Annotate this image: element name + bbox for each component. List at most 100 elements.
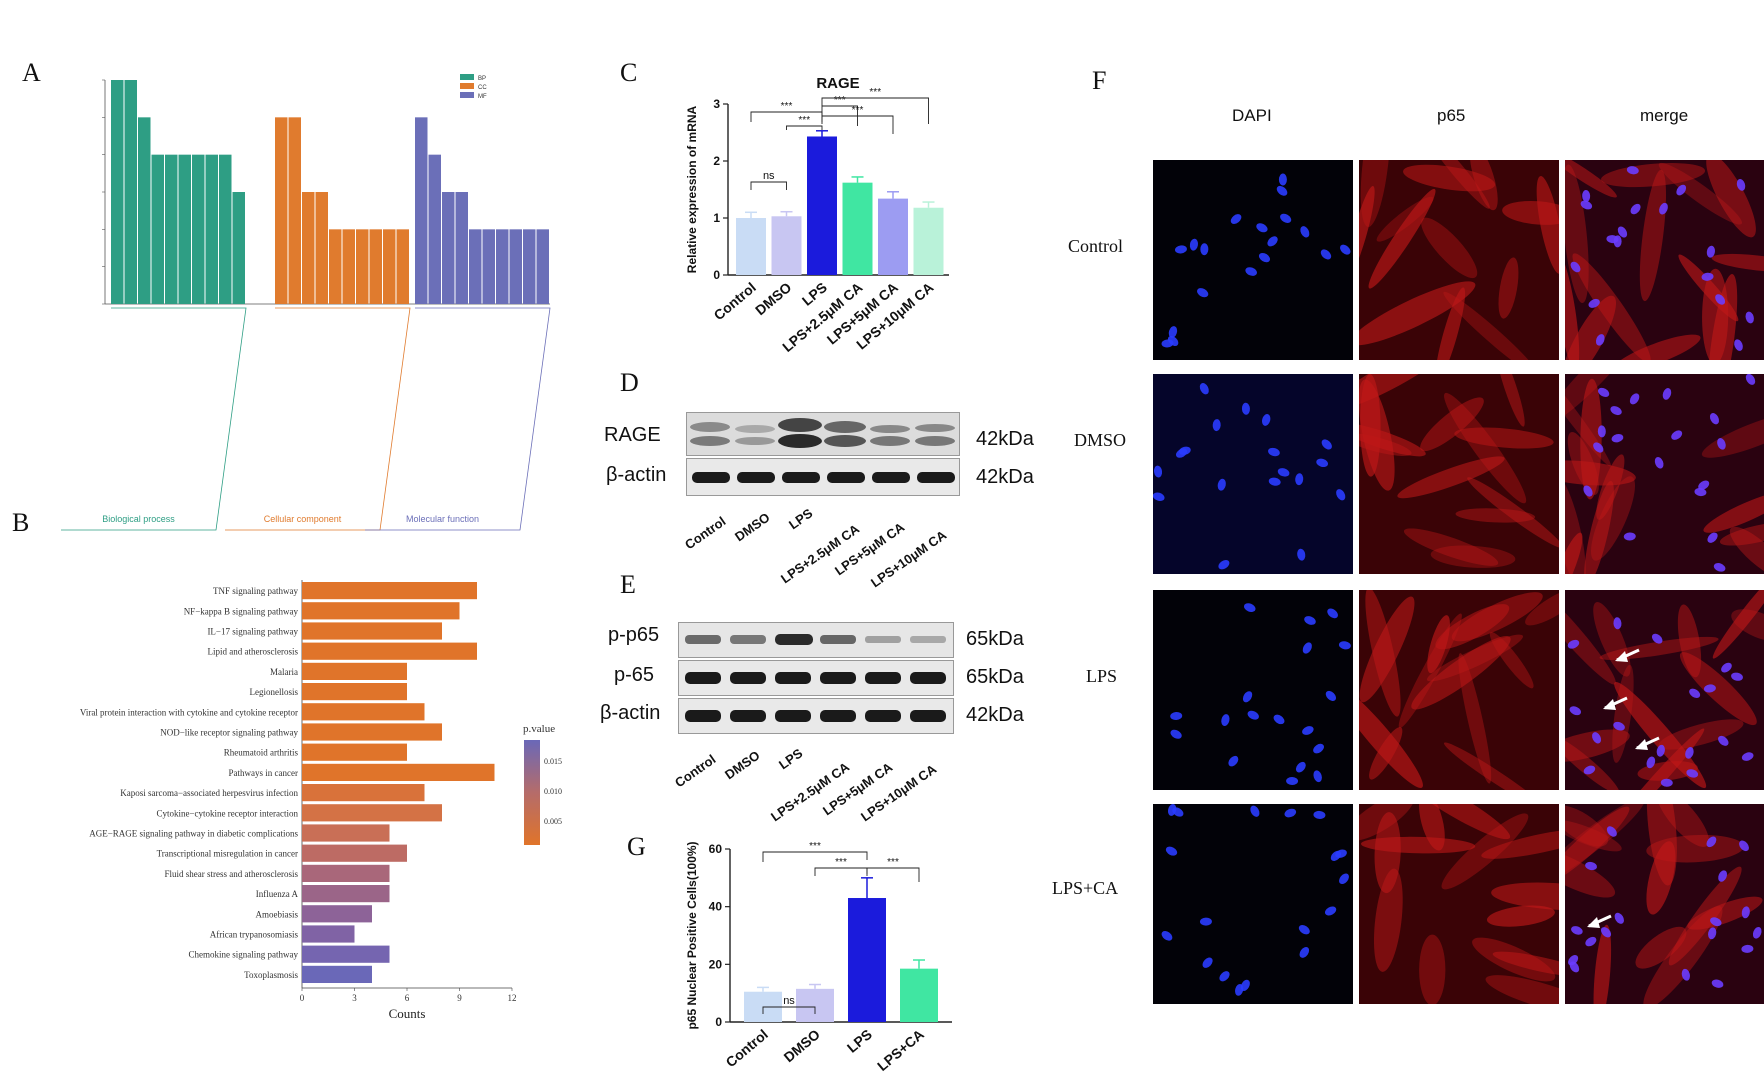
column-header: DAPI <box>1232 106 1272 125</box>
go-group-bracket <box>61 307 247 531</box>
kegg-bar <box>302 622 442 640</box>
bar <box>771 216 802 275</box>
micrograph-merge-control <box>1565 160 1764 360</box>
panel-letter-e: E <box>620 570 636 599</box>
significance-label: ns <box>763 170 775 182</box>
significance-label: *** <box>809 841 821 852</box>
kegg-bar <box>302 784 425 802</box>
go-bar <box>178 154 191 304</box>
go-bar <box>396 229 409 304</box>
panel-letter-d: D <box>620 368 639 397</box>
micrograph-image <box>1565 374 1764 574</box>
blot-d-row-label: β-actin <box>606 464 667 486</box>
significance-label: *** <box>781 101 793 112</box>
kegg-bar <box>302 804 442 822</box>
micrograph-image <box>1153 804 1353 1004</box>
go-bar <box>302 192 315 304</box>
go-bar <box>288 117 301 304</box>
x-tick-label: 9 <box>457 993 462 1003</box>
kegg-bar <box>302 582 477 600</box>
panel-letter-g: G <box>627 832 646 861</box>
go-bar <box>482 229 495 304</box>
blot-e-kda: 42kDa <box>966 704 1024 726</box>
arrow-head-icon <box>1635 739 1648 750</box>
bar <box>736 218 766 275</box>
blot-bands <box>692 472 955 483</box>
go-bar <box>442 192 455 304</box>
micrograph-image <box>1153 374 1353 574</box>
row-header: Control <box>1068 236 1124 256</box>
micrograph-p65-dmso <box>1359 374 1559 574</box>
x-tick-label: 6 <box>405 993 410 1003</box>
go-bar <box>275 117 288 304</box>
x-tick-label: 3 <box>352 993 357 1003</box>
go-bar <box>415 117 428 304</box>
y-axis-label: p65 Nuclear Positive Cells(100%) <box>685 841 699 1029</box>
significance-bracket <box>821 115 894 134</box>
go-bar <box>165 154 178 304</box>
row-header: LPS <box>1086 666 1118 686</box>
panel-letter-b: B <box>12 508 30 537</box>
blot-e-strip-actin <box>678 698 954 734</box>
blot-bands <box>690 418 955 448</box>
go-bar <box>509 229 522 304</box>
significance-label: *** <box>869 87 881 98</box>
go-bar <box>428 154 441 304</box>
blot-d-lane-label: Control <box>682 513 729 553</box>
panel-letter-f: F <box>1092 66 1107 95</box>
y-tick-label: 0 <box>713 268 720 282</box>
kegg-bar <box>302 642 477 660</box>
blot-d-row-label: RAGE <box>604 424 661 446</box>
colorbar-tick-label: 0.010 <box>544 787 562 796</box>
blot-d-kda: 42kDa <box>976 466 1034 488</box>
go-group-label: Biological process <box>102 514 175 524</box>
legend-label: BP <box>478 76 486 82</box>
blot-bands <box>685 634 946 645</box>
go-group-bracket <box>365 307 551 531</box>
micrograph-image <box>1565 590 1764 790</box>
blot-e-row-label: p-p65 <box>608 624 660 646</box>
blot-e-kda: 65kDa <box>966 628 1024 650</box>
go-bar <box>205 154 218 304</box>
blot-e-strip-p65 <box>678 660 954 696</box>
kegg-bar <box>302 824 390 842</box>
kegg-bar <box>302 662 407 680</box>
kegg-term-label: Viral protein interaction with cytokine … <box>80 707 298 717</box>
micrograph-dapi-lpsca <box>1153 804 1353 1004</box>
go-bar <box>369 229 382 304</box>
significance-bracket <box>814 867 868 876</box>
go-enrichment-chart: Biological process Cellular component Mole… <box>61 74 551 531</box>
kegg-bar <box>302 703 425 721</box>
significance-label: ns <box>783 995 795 1007</box>
go-bar <box>342 229 355 304</box>
go-bar <box>151 154 164 304</box>
micrograph-image <box>1359 590 1559 790</box>
kegg-term-label: NOD−like receptor signaling pathway <box>160 728 298 738</box>
row-header: DMSO <box>1074 430 1127 450</box>
bar <box>913 207 944 275</box>
y-tick-label: 60 <box>709 842 723 856</box>
colorbar <box>524 740 540 845</box>
row-header: LPS+CA <box>1052 878 1119 898</box>
micrograph-merge-lps <box>1565 590 1764 790</box>
go-bar <box>536 229 549 304</box>
micrograph-p65-lpsca <box>1359 804 1559 1004</box>
kegg-enrichment-chart: TNF signaling pathway NF−kappa B signalin… <box>80 580 562 1021</box>
kegg-bar <box>302 945 390 963</box>
kegg-bar <box>302 885 390 903</box>
blot-bands <box>685 710 946 722</box>
bar <box>796 988 834 1022</box>
kegg-bar <box>302 683 407 701</box>
kegg-term-label: Kaposi sarcoma−associated herpesvirus in… <box>120 788 298 798</box>
colorbar-tick-label: 0.015 <box>544 757 562 766</box>
p65-nuclear-chart: 0 20 40 60 p65 Nuclear Positive Cells(100%) C… <box>685 841 952 1074</box>
kegg-term-label: Transcriptional misregulation in cancer <box>157 849 298 859</box>
kegg-term-label: Pathways in cancer <box>229 768 298 778</box>
significance-bracket <box>750 111 823 122</box>
micrograph-merge-dmso <box>1565 374 1764 574</box>
bar <box>900 968 938 1022</box>
kegg-bar <box>302 743 407 761</box>
kegg-term-label: Cytokine−cytokine receptor interaction <box>156 808 298 818</box>
blot-e-lane-label: Control <box>672 751 719 791</box>
go-bar <box>124 80 137 304</box>
